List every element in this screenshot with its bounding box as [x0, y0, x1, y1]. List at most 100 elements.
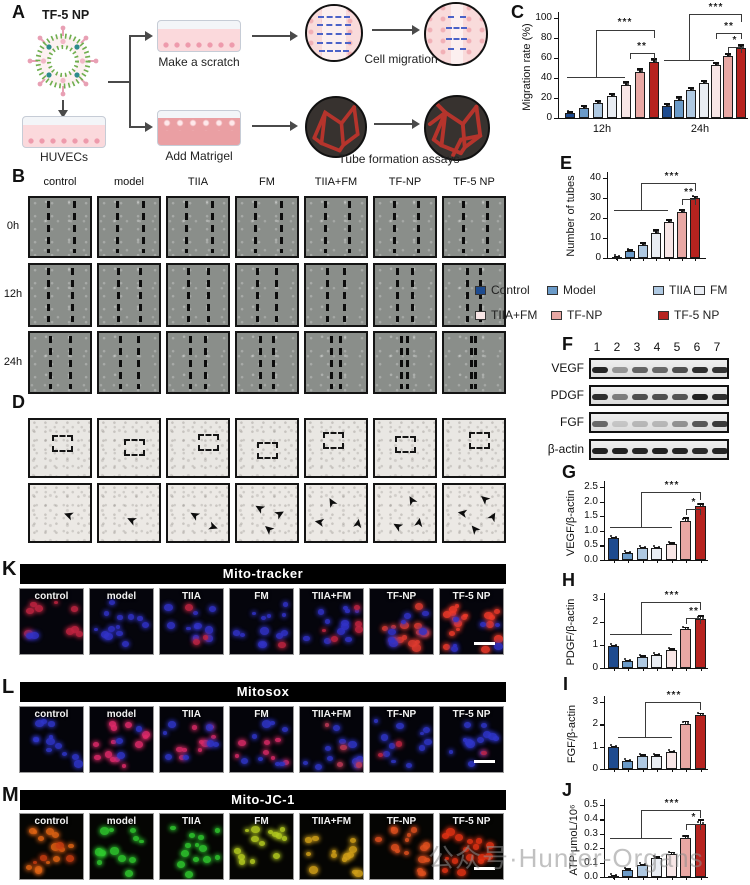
bar: [593, 103, 603, 118]
cell-dot: [202, 856, 212, 864]
sig-bracket: [596, 30, 654, 32]
data-point: [668, 104, 670, 106]
cell-dot: [448, 606, 457, 613]
y-tick-label: 1: [592, 639, 598, 650]
data-point: [644, 546, 646, 549]
sig-stars: ***: [664, 798, 680, 809]
tube-formation-label: Tube formation assays: [338, 152, 460, 166]
y-tick: [600, 599, 604, 601]
scratch-gap: [451, 4, 464, 64]
error-bar-cap: [624, 760, 631, 762]
panel-b-label: B: [12, 166, 25, 186]
legend-label: FM: [710, 283, 728, 297]
legend-item: TIIA+FM: [475, 308, 537, 322]
data-point: [629, 550, 631, 553]
blot-band: [712, 367, 728, 373]
x-tick: [627, 668, 629, 671]
cell-dot: [414, 602, 424, 610]
scratch-image: [97, 331, 161, 394]
cell-dot: [267, 614, 272, 618]
fluorescence-image-label: TF-NP: [386, 591, 417, 602]
cell-dot: [407, 833, 412, 837]
error-bar-cap: [623, 81, 629, 83]
data-point: [658, 753, 660, 756]
error-bar-cap: [640, 242, 646, 244]
tube-image-zoom: ➤ ➤ ➤: [304, 483, 368, 543]
blot-band: [632, 394, 648, 400]
cell-dot: [460, 615, 467, 621]
cell-dot: [164, 754, 172, 761]
cell-dot: [185, 843, 191, 848]
data-point: [705, 81, 707, 83]
error-bar-cap: [738, 44, 744, 46]
scratch-col-header: TF-NP: [388, 176, 422, 188]
branch-bottom: [129, 126, 145, 128]
cell-dot: [54, 742, 62, 749]
panel-h-label: H: [562, 570, 575, 590]
blot-band: [612, 421, 628, 427]
sig-bracket: [641, 602, 700, 604]
cell-dot: [448, 630, 455, 636]
cell-dot: [489, 614, 496, 620]
bar: [666, 649, 677, 668]
cell-dot: [176, 747, 183, 753]
cell-dot: [197, 748, 202, 752]
bar: [695, 618, 706, 668]
y-tick: [554, 58, 558, 60]
data-point: [696, 196, 698, 198]
cell-dot: [113, 756, 120, 763]
data-point: [664, 103, 666, 105]
data-point: [673, 851, 675, 854]
matrigel-dish: [157, 110, 241, 146]
cell-dot: [401, 620, 406, 625]
scratch-row-label: 0h: [6, 220, 20, 232]
error-bar-cap: [692, 195, 698, 198]
bar: [651, 858, 662, 877]
y-tick: [600, 848, 604, 850]
tube-image-overview: [442, 418, 506, 478]
tube-arrow-icon: ➤: [465, 520, 484, 539]
cell-dot: [486, 621, 495, 628]
scratch-dash: [446, 37, 467, 40]
cell-dot: [485, 841, 495, 849]
cell-dot: [477, 736, 485, 743]
data-point: [682, 721, 684, 724]
scratch-image: [28, 263, 92, 327]
tube-image-overview: [235, 418, 299, 478]
cell-dot: [195, 843, 200, 847]
cell-dot: [416, 867, 424, 874]
sig-bracket: [700, 810, 702, 818]
blot-band: [652, 448, 668, 454]
cell-dot: [34, 866, 42, 873]
y-tick: [554, 98, 558, 100]
data-point: [615, 744, 617, 747]
legend-item: TIIA: [653, 283, 691, 297]
fluorescence-image-label: model: [106, 709, 137, 720]
cell-dot: [330, 852, 338, 858]
cell-dot: [325, 619, 331, 624]
error-bar-cap: [639, 754, 646, 756]
x-tick: [656, 258, 657, 261]
arrow-to-scratch-head: [145, 31, 153, 41]
x-tick: [685, 560, 687, 563]
scratch-edge-line: [46, 200, 50, 254]
migration-circle-after: [424, 2, 488, 66]
make-scratch-label: Make a scratch: [158, 55, 240, 69]
cell-dot: [178, 754, 186, 761]
cell-dot: [395, 741, 403, 747]
y-tick-label: 100: [535, 12, 552, 23]
scratch-edge-line: [207, 268, 210, 322]
add-matrigel-label: Add Matrigel: [165, 149, 233, 163]
y-tick: [600, 501, 604, 503]
blot-protein-label: VEGF: [551, 361, 584, 375]
cell-dot: [403, 613, 411, 619]
cell-dot: [32, 830, 37, 834]
cell-dot: [380, 734, 389, 741]
cell-dot: [463, 846, 469, 852]
tube-image-overview: [373, 418, 437, 478]
data-point: [639, 653, 641, 656]
cell-dot: [312, 835, 319, 842]
scratch-edge-line: [279, 200, 283, 254]
cell-dot: [494, 608, 501, 614]
data-point: [666, 219, 668, 221]
